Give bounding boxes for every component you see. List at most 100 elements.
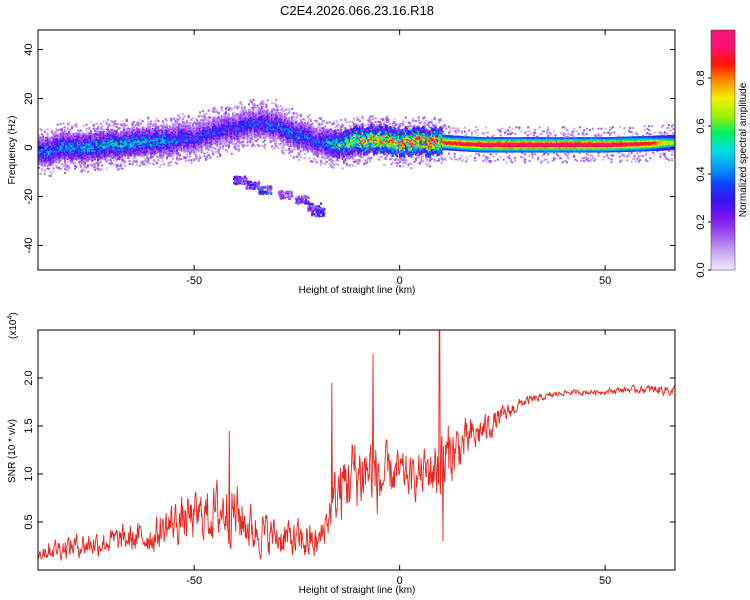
spectrogram-cell: [114, 132, 117, 135]
spectrogram-cell: [294, 124, 297, 127]
spectrogram-cell: [284, 126, 287, 129]
spectrogram-cell: [94, 139, 97, 142]
spectrogram-cell: [281, 115, 284, 118]
spectrogram-cell: [220, 141, 223, 144]
spectrogram-cell: [98, 144, 101, 147]
spectrogram-cell: [260, 115, 263, 118]
spectrogram-cell: [301, 147, 304, 149]
spectrogram-cell: [109, 142, 112, 145]
spectrogram-cell: [66, 151, 69, 154]
spectrogram-cell: [233, 138, 236, 141]
spectrogram-cell: [332, 148, 335, 150]
spectrogram-cell: [332, 145, 335, 148]
spectrogram-cell: [304, 147, 307, 150]
spectrogram-cell: [176, 162, 179, 165]
spectrogram-cell: [183, 139, 186, 142]
spectrogram-cell: [50, 143, 53, 145]
spectrogram-cell: [319, 140, 322, 143]
spectrogram-cell: [125, 133, 128, 136]
spectrogram-cell: [259, 108, 262, 111]
spectrogram-cell: [225, 136, 228, 139]
spectrogram-cell: [38, 153, 41, 156]
spectrogram-cell: [76, 129, 79, 132]
spectrogram-cell: [82, 164, 85, 166]
spectrogram-cell: [132, 151, 135, 154]
spectrogram-cell: [151, 142, 154, 145]
spectrogram-cell: [312, 141, 315, 144]
spectrogram-cell: [138, 135, 141, 137]
spectrogram-cell: [324, 136, 327, 138]
spectrogram-cell: [311, 132, 314, 135]
spectrogram-cell: [117, 168, 120, 171]
spectrogram-cell: [210, 147, 213, 149]
spectrogram-cell: [173, 128, 176, 131]
spectrogram-cell: [292, 130, 295, 133]
spectrogram-cell: [154, 151, 157, 154]
spectrogram-cell: [298, 144, 301, 146]
spectrogram-cell: [190, 118, 193, 121]
spectrogram-cell: [305, 141, 308, 144]
spectrogram-cell: [114, 140, 117, 143]
spectrogram-cell: [302, 145, 305, 148]
spectrogram-cell: [308, 145, 311, 148]
spectrogram-cell: [179, 116, 182, 119]
spectrogram-cell: [229, 141, 232, 143]
spectrogram-cell: [288, 139, 291, 142]
spectrogram-cell: [314, 158, 317, 161]
spectrogram-cell: [49, 152, 52, 155]
spectrogram-cell: [269, 114, 272, 117]
spectrogram-cell: [269, 119, 272, 122]
spectrogram-cell: [317, 156, 320, 158]
spectrogram-cell: [118, 167, 121, 170]
spectrogram-cell: [79, 156, 82, 159]
spectrogram-cell: [79, 159, 82, 161]
spectrogram-cells: [38, 98, 675, 218]
spectrogram-cell: [249, 121, 252, 123]
spectrogram-cell: [151, 125, 154, 128]
spectrogram-cell: [161, 154, 164, 157]
spectrogram-cell: [330, 131, 333, 134]
spectrogram-cell: [311, 160, 314, 163]
spectrogram-cell: [181, 125, 184, 128]
spectrogram-cell: [117, 157, 120, 160]
spectrogram-cell: [40, 142, 43, 145]
spectrogram-cell: [59, 139, 62, 142]
spectrogram-cell: [112, 147, 115, 150]
spectrogram-cell: [46, 140, 49, 143]
spectrogram-cell: [265, 117, 268, 119]
spectrogram-cell: [296, 152, 299, 155]
spectrogram-cell: [91, 137, 94, 140]
spectrogram-cell: [200, 135, 203, 138]
spectrogram-cell: [222, 130, 225, 133]
spectrogram-cell: [262, 116, 265, 119]
spectrogram-cell: [285, 140, 288, 143]
spectrogram-cell: [79, 149, 82, 152]
spectrogram-cell: [307, 142, 310, 145]
spectrogram-cell: [143, 163, 146, 166]
spectrogram-cell: [150, 131, 153, 134]
spectrogram-cell: [155, 127, 158, 130]
spectrogram-cell: [85, 130, 88, 133]
spectrogram-cell: [38, 143, 41, 146]
spectrogram-cell: [71, 126, 74, 129]
spectrogram-cell: [121, 151, 124, 154]
spectrogram-cell: [212, 140, 215, 143]
spectrogram-cell: [190, 141, 193, 144]
spectrogram-cell: [170, 160, 173, 163]
spectrogram-cell: [55, 161, 58, 164]
spectrogram-cell: [314, 140, 317, 142]
spectrogram-cell: [214, 148, 217, 151]
spectrogram-cell: [62, 122, 65, 125]
spectrogram-cell: [40, 157, 43, 160]
spectrogram-cell: [61, 148, 64, 151]
spectrogram-cell: [65, 129, 68, 132]
spectrogram-cell: [305, 124, 308, 127]
spectrogram-cell: [194, 145, 197, 148]
spectrogram-cell: [219, 128, 222, 130]
spectrogram-cell: [59, 152, 62, 155]
spectrogram-cell: [66, 166, 69, 169]
spectrogram-cell: [219, 119, 222, 122]
spectrogram-cell: [173, 124, 176, 127]
spectrogram-cell: [328, 153, 331, 156]
spectrogram-cell: [163, 125, 166, 128]
